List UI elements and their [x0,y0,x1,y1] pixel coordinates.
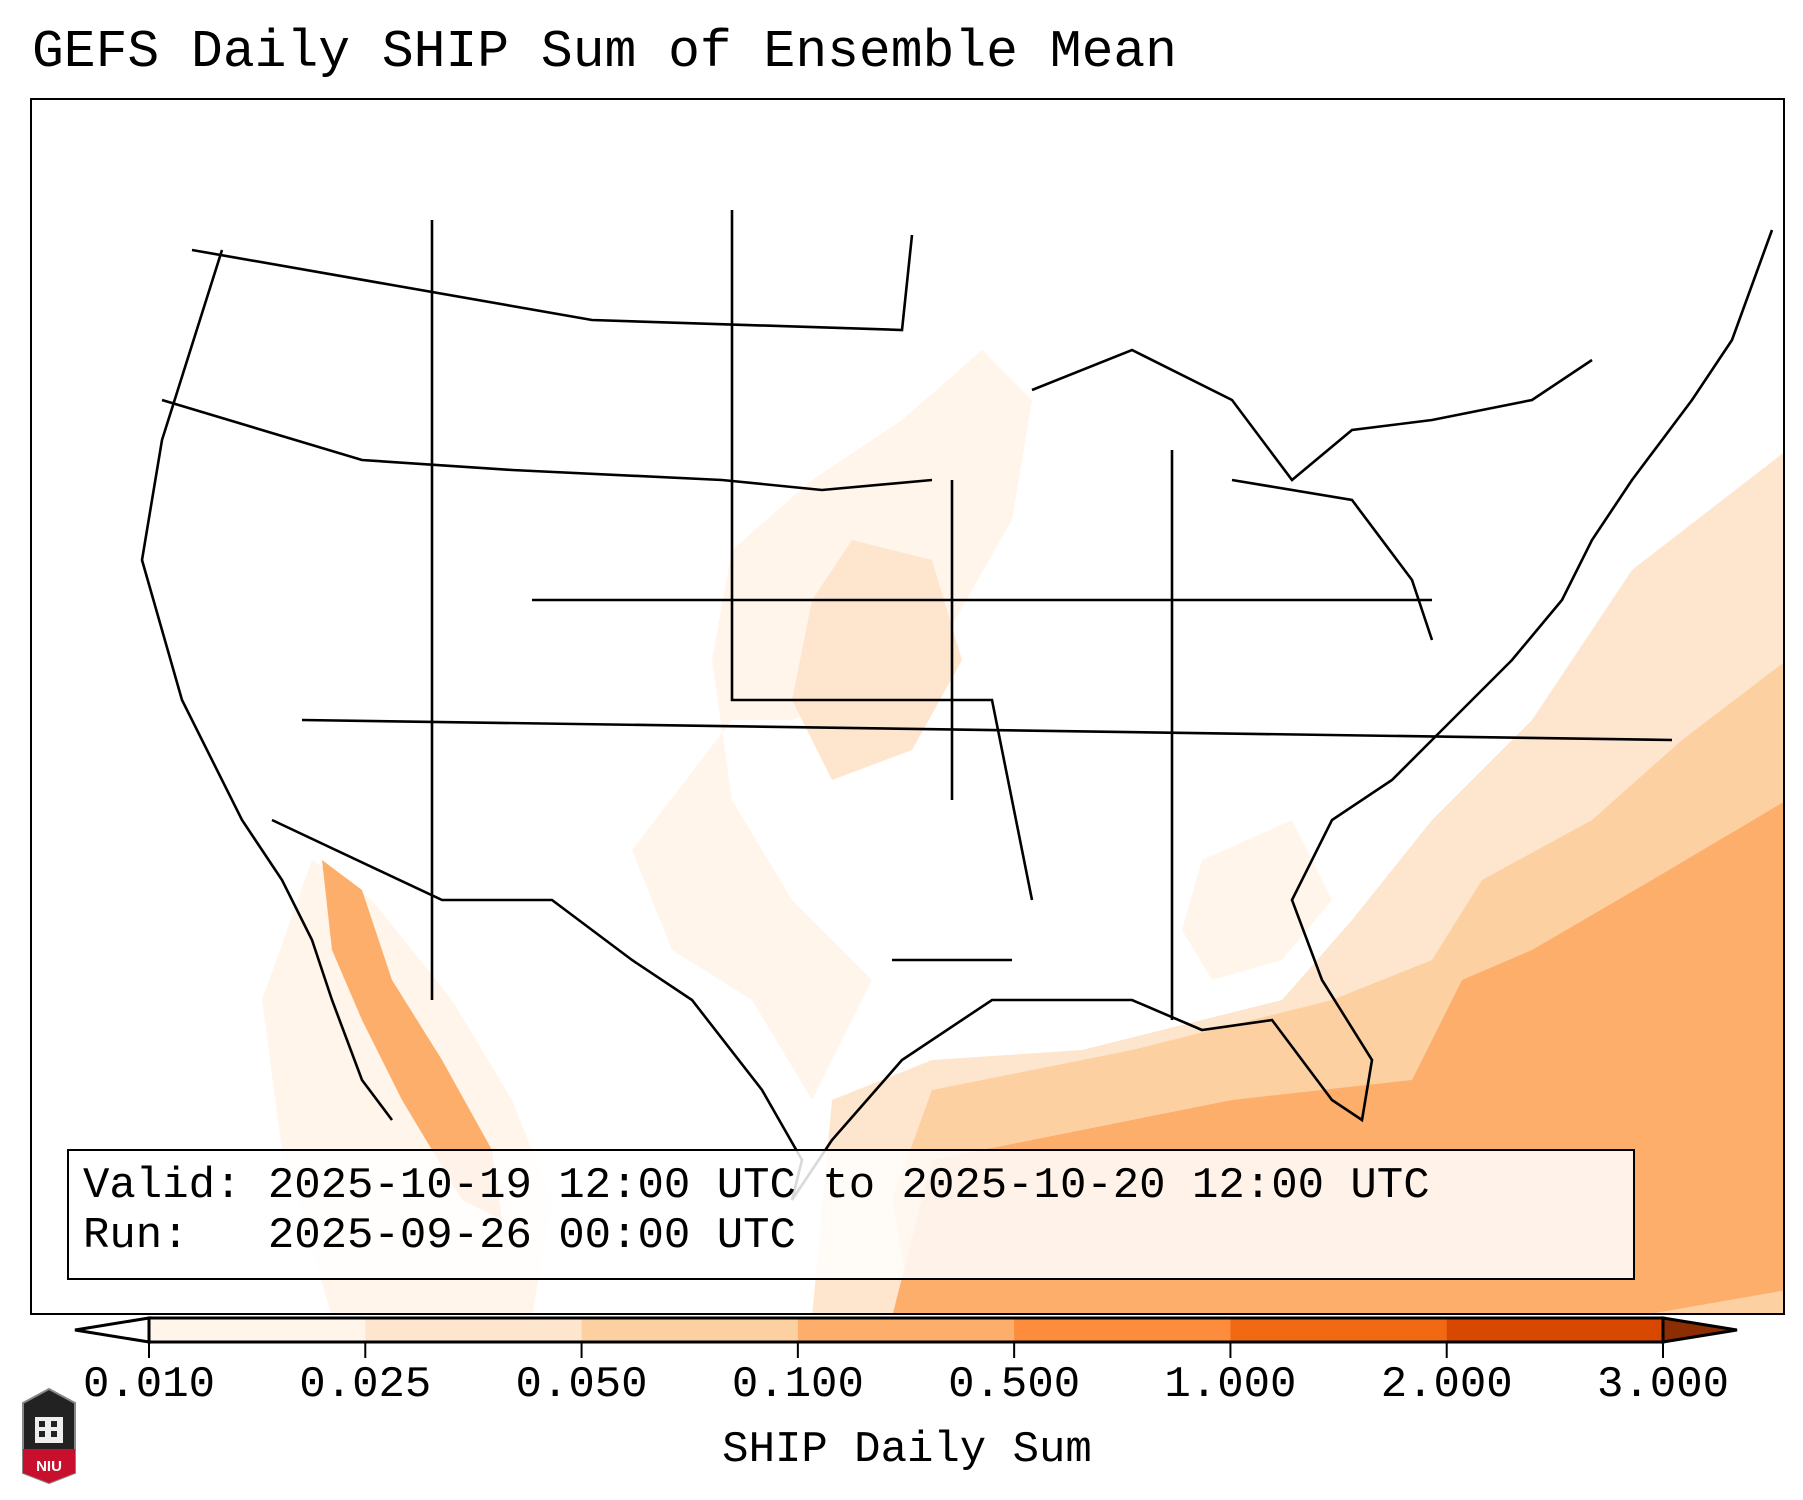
colorbar-segment [1446,1318,1664,1342]
colorbar-tick-label: 2.000 [1380,1360,1513,1410]
colorbar-over-extension [1661,1316,1738,1344]
run-time-text: Run: 2025-09-26 00:00 UTC [83,1211,796,1261]
niu-logo-text: NIU [36,1458,62,1475]
colorbar-segment [1230,1318,1448,1342]
colorbar-tick-label: 3.000 [1596,1360,1730,1410]
colorbar-tick-label: 0.010 [82,1360,216,1410]
colorbar-label: SHIP Daily Sum [722,1425,1092,1475]
valid-run-info-box: Valid: 2025-10-19 12:00 UTC to 2025-10-2… [67,1149,1635,1280]
colorbar-tick-label: 0.050 [515,1360,648,1410]
colorbar-segment [149,1318,366,1342]
colorbar-segment [1014,1318,1231,1342]
colorbar-tick-label: 0.100 [731,1360,864,1410]
colorbar-segment [365,1318,583,1342]
colorbar-tick-label: 0.500 [948,1360,1081,1410]
coastlines-and-borders [140,210,1774,1201]
niu-logo: NIU [22,1387,76,1485]
chart-title: GEFS Daily SHIP Sum of Ensemble Mean [32,22,1177,82]
colorbar [74,1316,1738,1358]
colorbar-segment [581,1318,799,1342]
colorbar-tick-label: 1.000 [1164,1360,1297,1410]
colorbar-segment [797,1318,1015,1342]
map-panel [30,98,1785,1315]
valid-time-text: Valid: 2025-10-19 12:00 UTC to 2025-10-2… [83,1161,1430,1211]
colorbar-frame [147,1316,1665,1344]
map-canvas [140,210,1783,1313]
colorbar-under-extension [74,1316,151,1344]
colorbar-tick-label: 0.025 [299,1360,432,1410]
